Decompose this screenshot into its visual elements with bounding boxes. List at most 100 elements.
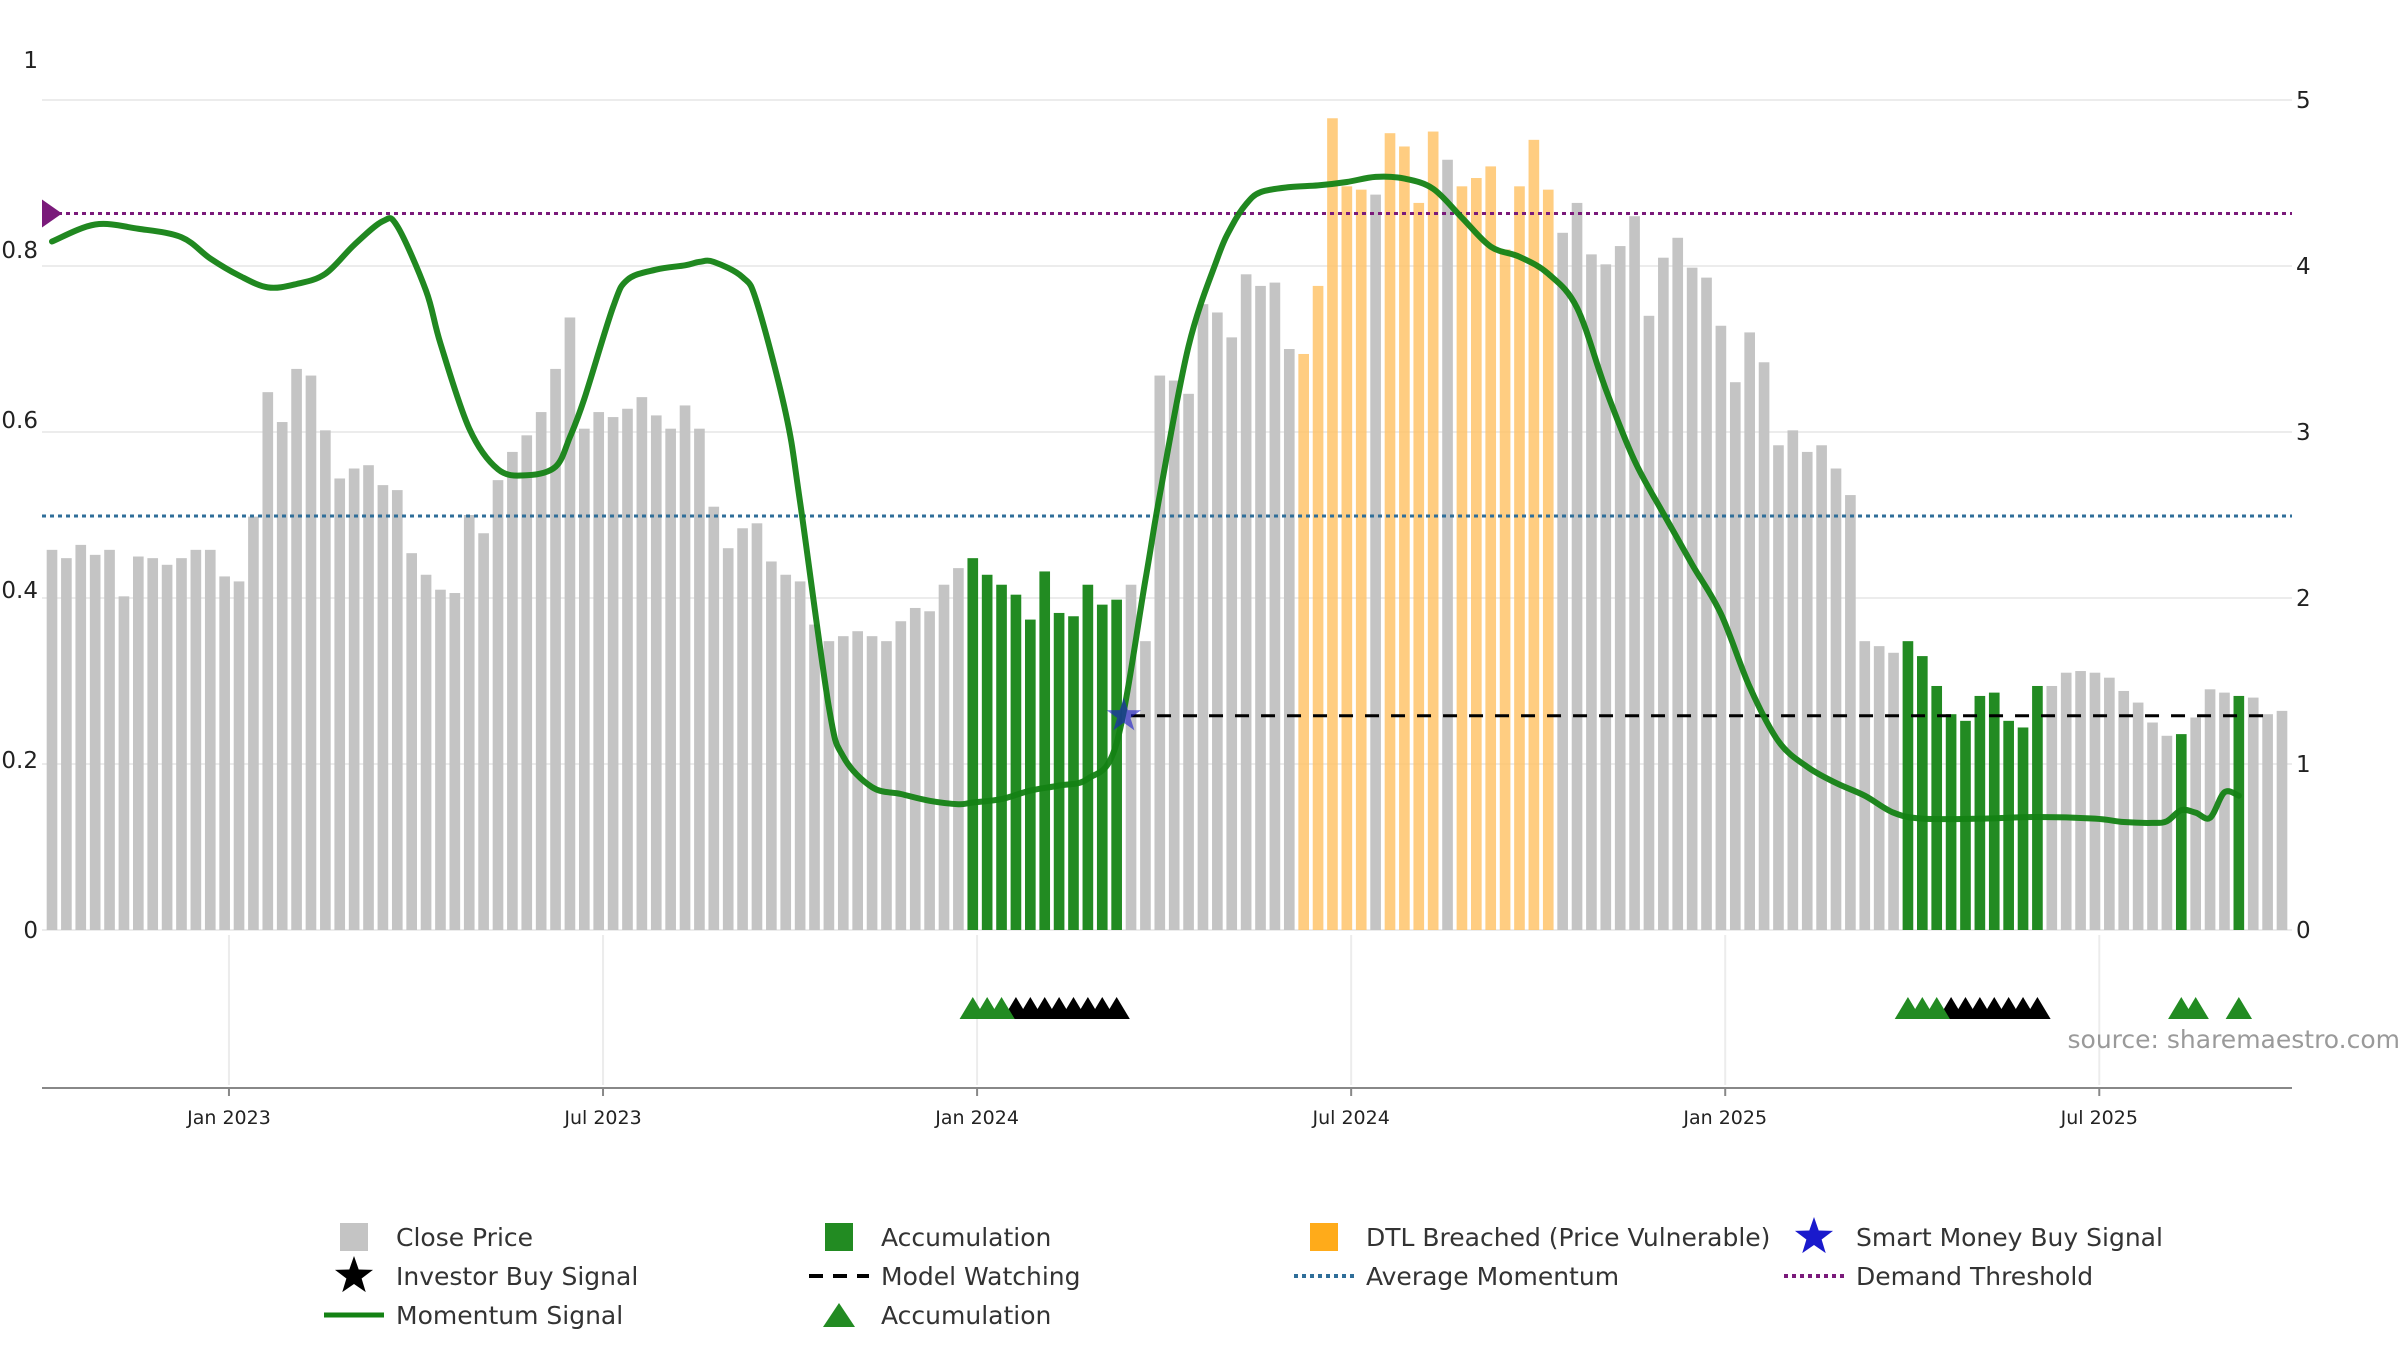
accumulation-bar (1068, 616, 1079, 930)
y-right-tick-label: 1 (2296, 752, 2311, 778)
close-price-bar (679, 405, 691, 930)
close-price-bar (2204, 689, 2216, 930)
close-price-bar (909, 607, 921, 930)
close-price-bar (1571, 202, 1583, 931)
legend-label: Close Price (396, 1223, 533, 1252)
accumulation-bar (1024, 619, 1036, 930)
close-price-bar (190, 549, 202, 930)
close-price-bar (104, 549, 115, 930)
close-price-bar (1283, 349, 1295, 930)
close-price-bar (1658, 257, 1669, 930)
close-price-bar (2060, 672, 2072, 930)
dtl-bar (1341, 186, 1353, 930)
close-price-bar (953, 568, 964, 930)
close-price-bar (334, 478, 346, 930)
accumulation-bar (1931, 685, 1943, 930)
y-left-tick-label: 0.2 (1, 748, 38, 774)
dtl-bar (1456, 186, 1468, 930)
dtl-bar (1298, 353, 1310, 931)
y-left-tick-label: 0.8 (1, 238, 38, 264)
source-label: source: sharemaestro.com (2068, 1025, 2400, 1054)
close-price-bar (435, 589, 446, 930)
dtl-bar (1399, 146, 1410, 931)
close-price-bar (2276, 710, 2288, 930)
close-price-bar (2219, 692, 2230, 930)
legend-triangle-green (823, 1303, 855, 1327)
accumulation-bar (996, 584, 1007, 930)
dtl-bar (1355, 189, 1367, 930)
x-tick-label: Jul 2024 (1311, 1107, 1389, 1129)
legend-label: Smart Money Buy Signal (1856, 1223, 2163, 1252)
accumulation-bar (1010, 594, 1022, 930)
close-price-bar (61, 558, 72, 930)
close-price-bar (276, 422, 288, 930)
accumulation-bar (1082, 584, 1094, 930)
close-price-bar (348, 468, 360, 930)
close-price-bar (1226, 337, 1238, 930)
close-price-bar (305, 375, 317, 930)
close-price-bar (46, 549, 58, 930)
close-price-bar (363, 465, 374, 930)
accumulation-bar (1988, 692, 2000, 930)
close-price-bar (2075, 671, 2086, 930)
close-price-bar (391, 490, 403, 930)
y-right-tick-label: 5 (2296, 88, 2311, 114)
dtl-bar (1384, 133, 1396, 930)
close-price-bar (1873, 646, 1885, 930)
dtl-bar (1427, 131, 1439, 931)
legend-star-black-icon (334, 1256, 374, 1293)
dtl-bar (1327, 118, 1338, 930)
close-price-bar (507, 451, 518, 930)
markers-layer (959, 697, 2253, 1019)
legend-square-green (825, 1223, 853, 1251)
close-price-bar (1758, 362, 1770, 930)
close-price-bar (794, 581, 806, 930)
close-price-bar (147, 558, 159, 930)
legend-label: Accumulation (881, 1223, 1051, 1252)
close-price-bar (492, 480, 504, 930)
close-price-bar (2161, 735, 2173, 930)
close-price-bar (89, 554, 101, 930)
close-price-bar (607, 417, 619, 930)
close-price-bar (449, 593, 461, 930)
close-price-bar (636, 397, 648, 930)
close-price-bar (665, 428, 676, 930)
close-price-bar (694, 428, 705, 930)
close-price-bar (262, 392, 274, 930)
accumulation-bar (1111, 599, 1122, 930)
accumulation-bar (967, 558, 979, 930)
close-price-bar (1686, 267, 1698, 930)
accumulation-bar (1902, 641, 1914, 930)
close-price-bar (837, 636, 849, 930)
close-price-bar (1255, 285, 1266, 930)
bars-layer (46, 118, 2288, 931)
close-price-bar (650, 415, 662, 930)
accumulation-bar (1916, 656, 1928, 930)
close-price-bar (1830, 468, 1842, 930)
close-price-bar (2104, 677, 2115, 930)
close-price-bar (406, 553, 418, 930)
legend-label: Model Watching (881, 1262, 1081, 1291)
close-price-bar (1240, 274, 1252, 930)
close-price-bar (1816, 445, 1827, 930)
legend-label: Average Momentum (1366, 1262, 1619, 1291)
close-price-bar (75, 544, 87, 930)
y-left-tick-label: 0 (23, 918, 38, 944)
close-price-bar (2247, 697, 2259, 930)
close-price-bar (1140, 641, 1151, 930)
close-price-bar (708, 506, 720, 930)
dtl-bar (1499, 249, 1511, 930)
investor-buy-triangle (2024, 997, 2051, 1019)
y-right-tick-label: 2 (2296, 586, 2311, 612)
legend-square-gray (340, 1223, 368, 1251)
close-price-bar (1629, 216, 1640, 930)
close-price-bar (248, 516, 259, 930)
accumulation-triangle (1923, 997, 1950, 1019)
close-price-bar (1557, 232, 1568, 931)
close-price-bar (1845, 495, 1856, 930)
x-tick-label: Jan 2025 (1682, 1107, 1767, 1129)
legend: Close Price Accumulation DTL Breached (Pri… (324, 1217, 2163, 1330)
close-price-bar (866, 636, 878, 930)
